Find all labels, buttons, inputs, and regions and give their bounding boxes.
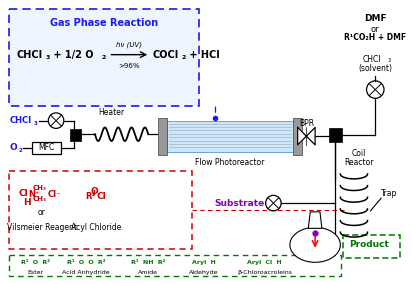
Text: Cl: Cl (97, 192, 107, 201)
Text: Amide: Amide (138, 270, 158, 275)
Polygon shape (297, 127, 315, 145)
Text: (solvent): (solvent) (358, 64, 392, 73)
Text: 2: 2 (181, 55, 185, 60)
FancyBboxPatch shape (9, 171, 192, 249)
Text: CHCl: CHCl (9, 116, 32, 125)
FancyBboxPatch shape (70, 129, 81, 141)
Text: H: H (23, 198, 30, 207)
Text: Ester: Ester (28, 270, 44, 275)
Text: R¹CO₂H + DMF: R¹CO₂H + DMF (344, 33, 406, 42)
Text: Vilsmeier Reagent: Vilsmeier Reagent (7, 224, 77, 233)
Text: CH₃: CH₃ (33, 185, 47, 191)
FancyBboxPatch shape (293, 118, 302, 155)
Text: 2: 2 (102, 55, 106, 60)
Text: + 1/2 O: + 1/2 O (50, 50, 94, 60)
Text: 3: 3 (388, 57, 391, 63)
Text: Aryl  Cl  H: Aryl Cl H (247, 260, 282, 265)
Text: Trap: Trap (381, 189, 398, 198)
Text: Product: Product (349, 240, 389, 249)
Polygon shape (308, 212, 322, 228)
Text: >96%: >96% (118, 63, 140, 69)
Text: O: O (9, 143, 17, 152)
Text: hν (UV): hν (UV) (116, 42, 142, 48)
FancyBboxPatch shape (158, 118, 167, 155)
Polygon shape (290, 227, 340, 262)
Text: Gas Phase Reaction: Gas Phase Reaction (50, 18, 158, 28)
FancyBboxPatch shape (9, 9, 199, 106)
Text: Cl: Cl (18, 188, 28, 198)
Text: CH₃: CH₃ (33, 196, 47, 202)
Text: MFC: MFC (38, 143, 54, 152)
FancyBboxPatch shape (9, 254, 341, 276)
Text: R¹  O  R²: R¹ O R² (21, 260, 50, 265)
FancyBboxPatch shape (343, 235, 400, 258)
Text: Reactor: Reactor (344, 158, 374, 167)
Text: 3: 3 (45, 55, 50, 60)
Text: Cl⁻: Cl⁻ (47, 190, 61, 200)
Text: R¹  NH  R²: R¹ NH R² (131, 260, 165, 265)
Text: β-Chloroacroleins: β-Chloroacroleins (237, 270, 292, 275)
Text: Aldehyde: Aldehyde (189, 270, 218, 275)
Text: R¹: R¹ (85, 192, 95, 201)
Text: 2: 2 (18, 148, 22, 153)
Text: or: or (37, 208, 45, 217)
Text: DMF: DMF (364, 14, 386, 23)
Text: + HCl: + HCl (186, 50, 220, 60)
Text: O: O (90, 186, 98, 196)
Text: Substrate: Substrate (214, 199, 265, 208)
Text: 3: 3 (34, 121, 37, 126)
Text: or: or (371, 25, 379, 34)
Text: R¹  O  O  R²: R¹ O O R² (67, 260, 105, 265)
Text: N⁺: N⁺ (28, 190, 39, 200)
Text: COCl: COCl (152, 50, 178, 60)
FancyBboxPatch shape (32, 142, 61, 154)
FancyBboxPatch shape (167, 121, 293, 152)
Text: Coil: Coil (351, 149, 366, 158)
Text: CHCl: CHCl (362, 55, 381, 64)
FancyBboxPatch shape (329, 128, 342, 142)
Text: Acyl Chloride: Acyl Chloride (70, 224, 121, 233)
Text: Flow Photoreactor: Flow Photoreactor (195, 158, 265, 167)
Text: BPR: BPR (299, 119, 314, 128)
Text: Heater: Heater (98, 108, 124, 117)
Text: Acid Anhydride: Acid Anhydride (62, 270, 110, 275)
Text: Aryl  H: Aryl H (192, 260, 215, 265)
Text: CHCl: CHCl (16, 50, 42, 60)
